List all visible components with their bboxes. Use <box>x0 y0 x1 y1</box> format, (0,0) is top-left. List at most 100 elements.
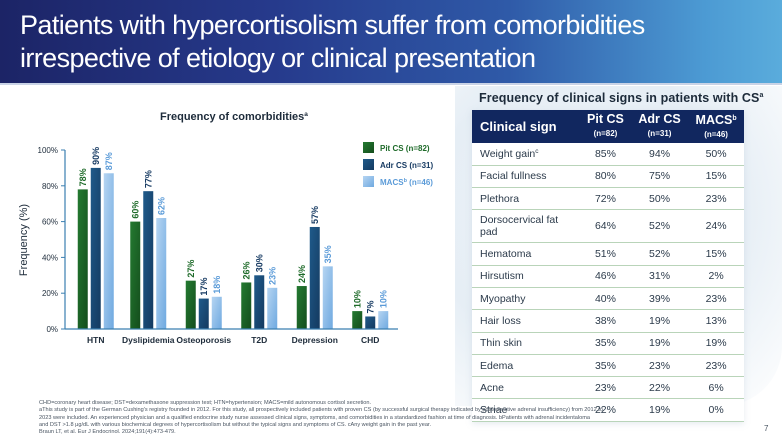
pit-cs-value: 46% <box>580 265 631 288</box>
page-number: 7 <box>764 424 769 433</box>
x-tick-label: Osteoporosis <box>176 335 231 345</box>
table-row: Thin skin 35% 19% 19% <box>472 332 744 355</box>
footnote-abbreviations: CHD=coronary heart disease; DST=dexameth… <box>39 400 372 406</box>
table-header-row: Clinical sign Pit CS (n=82) Adr CS (n=31) … <box>472 110 744 143</box>
footnote-a-cont: 2023 were included. An experienced physi… <box>39 414 590 421</box>
header-adr-cs: Adr CS (n=31) <box>630 110 689 143</box>
slide-title-line-1: Patients with hypercortisolism suffer fr… <box>20 10 645 40</box>
y-tick-label: 80% <box>42 182 58 191</box>
adr-cs-value: 39% <box>630 287 689 311</box>
bar <box>143 191 154 329</box>
legend-swatch <box>363 142 374 153</box>
bar-value-label: 60% <box>131 201 141 219</box>
bar-group-htn: 78%90% 87% <box>77 147 114 329</box>
slide-header: Patients with hypercortisolism suffer fr… <box>0 0 782 85</box>
adr-cs-value: 31% <box>630 265 689 288</box>
bar-group-osteoporosis: 27%17% 18% <box>185 260 222 329</box>
bar-group-chd: 10% 7% 10% <box>352 290 389 329</box>
legend-swatch <box>363 159 374 170</box>
bar-value-label: 10% <box>353 290 363 308</box>
header-macs: MACSb (n=46) <box>688 110 744 143</box>
footnote-reference: Braun LT, et al. Eur J Endocrinol. 2024;… <box>39 429 176 436</box>
pit-cs-value: 40% <box>580 287 631 311</box>
adr-cs-value: 50% <box>630 187 689 211</box>
bar-value-label: 24% <box>297 265 307 283</box>
legend-swatch <box>363 176 374 187</box>
bar-value-label: 30% <box>255 254 265 272</box>
clinical-sign-cell: Dorsocervical fat pad <box>472 209 580 244</box>
header-pit-cs: Pit CS (n=82) <box>580 110 631 143</box>
macs-value: 23% <box>688 354 744 378</box>
x-tick-label: CHD <box>361 335 379 345</box>
bar-value-label: 90% <box>91 147 101 165</box>
x-tick-label: Dyslipidemia <box>122 335 175 345</box>
macs-value: 50% <box>688 143 744 166</box>
bar-value-label: 17% <box>199 278 209 296</box>
bar <box>241 282 252 329</box>
bar <box>211 296 222 329</box>
adr-cs-value: 94% <box>630 143 689 166</box>
bar-value-label: 7% <box>366 300 376 313</box>
x-tick-label: HTN <box>87 335 104 345</box>
pit-cs-value: 23% <box>580 376 631 400</box>
bar-value-label: 62% <box>157 197 167 215</box>
macs-value: 24% <box>688 209 744 244</box>
bar-value-label: 10% <box>379 290 389 308</box>
bar <box>365 316 376 329</box>
bar <box>309 226 320 329</box>
bar <box>77 189 88 329</box>
clinical-sign-cell: Hematoma <box>472 242 580 266</box>
footnote-a: aThis study is part of the German Cushin… <box>39 407 603 414</box>
bar-value-label: 57% <box>310 206 320 224</box>
bar <box>90 167 101 329</box>
bar-group-depression: 24% 57% 35% <box>296 206 333 329</box>
clinical-signs-table: Clinical sign Pit CS (n=82) Adr CS (n=31) … <box>472 110 744 422</box>
table-row: Facial fullness 80% 75% 15% <box>472 165 744 189</box>
header-clinical-sign: Clinical sign <box>472 110 580 143</box>
y-tick-label: 100% <box>38 146 58 155</box>
table-body: Weight gainc 85% 94% 50% Facial fullness 80% 7… <box>472 143 744 422</box>
table-row: Hair loss 38% 19% 13% <box>472 309 744 333</box>
adr-cs-value: 52% <box>630 242 689 266</box>
y-tick-label: 0% <box>46 325 58 334</box>
y-axis-label: Frequency (%) <box>18 204 30 276</box>
bar <box>296 286 307 329</box>
clinical-sign-cell: Facial fullness <box>472 165 580 189</box>
table-row: Hematoma 51% 52% 15% <box>472 242 744 266</box>
table-row: Dorsocervical fat pad 64% 52% 24% <box>472 209 744 244</box>
legend-item: MACSb (n=46) <box>363 176 433 187</box>
pit-cs-value: 38% <box>580 309 631 333</box>
table-row: Hirsutism 46% 31% 2% <box>472 265 744 288</box>
bar-value-label: 26% <box>242 261 252 279</box>
clinical-sign-cell: Striae <box>472 398 580 422</box>
bars: 78%90% 87% 60% 77%62% 27%17% 18% 26% 30%23% 24% 5… <box>77 147 389 329</box>
table-row: Myopathy 40% 39% 23% <box>472 287 744 311</box>
macs-value: 23% <box>688 287 744 311</box>
footnotes: CHD=coronary heart disease; DST=dexameth… <box>39 400 719 436</box>
y-axis: 0% 20% 40% 60% 80% 100% <box>38 146 66 334</box>
pit-cs-value: 85% <box>580 143 631 166</box>
bar-group-dyslipidemia: 60% 77%62% <box>130 170 167 329</box>
clinical-sign-cell: Acne <box>472 376 580 400</box>
chart-legend: Pit CS (n=82) Adr CS (n=31) MACSb (n=46) <box>363 142 433 187</box>
table-row: Plethora 72% 50% 23% <box>472 187 744 211</box>
bar <box>156 218 167 329</box>
macs-value: 6% <box>688 376 744 400</box>
y-tick-label: 40% <box>42 253 58 262</box>
bar <box>198 298 209 329</box>
adr-cs-value: 19% <box>630 398 689 422</box>
pit-cs-value: 35% <box>580 354 631 378</box>
legend-label: Pit CS (n=82) <box>380 144 430 153</box>
bar-value-label: 87% <box>104 152 114 170</box>
comorbidities-chart: 0% 20% 40% 60% 80% 100% 78%90% 87% 60% 77%62% 27%… <box>18 142 433 345</box>
clinical-sign-cell: Hirsutism <box>472 265 580 288</box>
legend-item: Adr CS (n=31) <box>363 159 433 170</box>
bar <box>254 275 265 329</box>
adr-cs-value: 75% <box>630 165 689 189</box>
pit-cs-value: 64% <box>580 209 631 244</box>
bar-value-label: 18% <box>212 276 222 294</box>
adr-cs-value: 52% <box>630 209 689 244</box>
legend-item: Pit CS (n=82) <box>363 142 430 153</box>
bar <box>130 221 141 329</box>
table-title: Frequency of clinical signs in patients … <box>479 91 764 105</box>
